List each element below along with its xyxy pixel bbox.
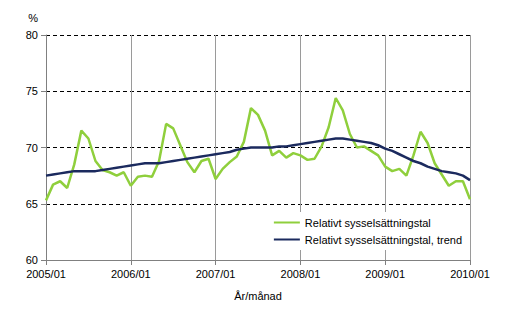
svg-text:%: % (28, 12, 38, 24)
svg-text:60: 60 (26, 254, 38, 266)
svg-text:2008/01: 2008/01 (281, 268, 321, 280)
svg-text:Relativt sysselsättningstal: Relativt sysselsättningstal (305, 217, 431, 229)
svg-text:2006/01: 2006/01 (111, 268, 151, 280)
svg-text:2009/01: 2009/01 (365, 268, 405, 280)
svg-text:65: 65 (26, 198, 38, 210)
svg-text:Relativt sysselsättningstal, t: Relativt sysselsättningstal, trend (305, 234, 462, 246)
svg-text:År/månad: År/månad (234, 290, 282, 302)
svg-text:2010/01: 2010/01 (450, 268, 490, 280)
svg-text:70: 70 (26, 142, 38, 154)
svg-text:2007/01: 2007/01 (196, 268, 236, 280)
svg-text:80: 80 (26, 29, 38, 41)
svg-text:2005/01: 2005/01 (26, 268, 66, 280)
svg-text:75: 75 (26, 85, 38, 97)
